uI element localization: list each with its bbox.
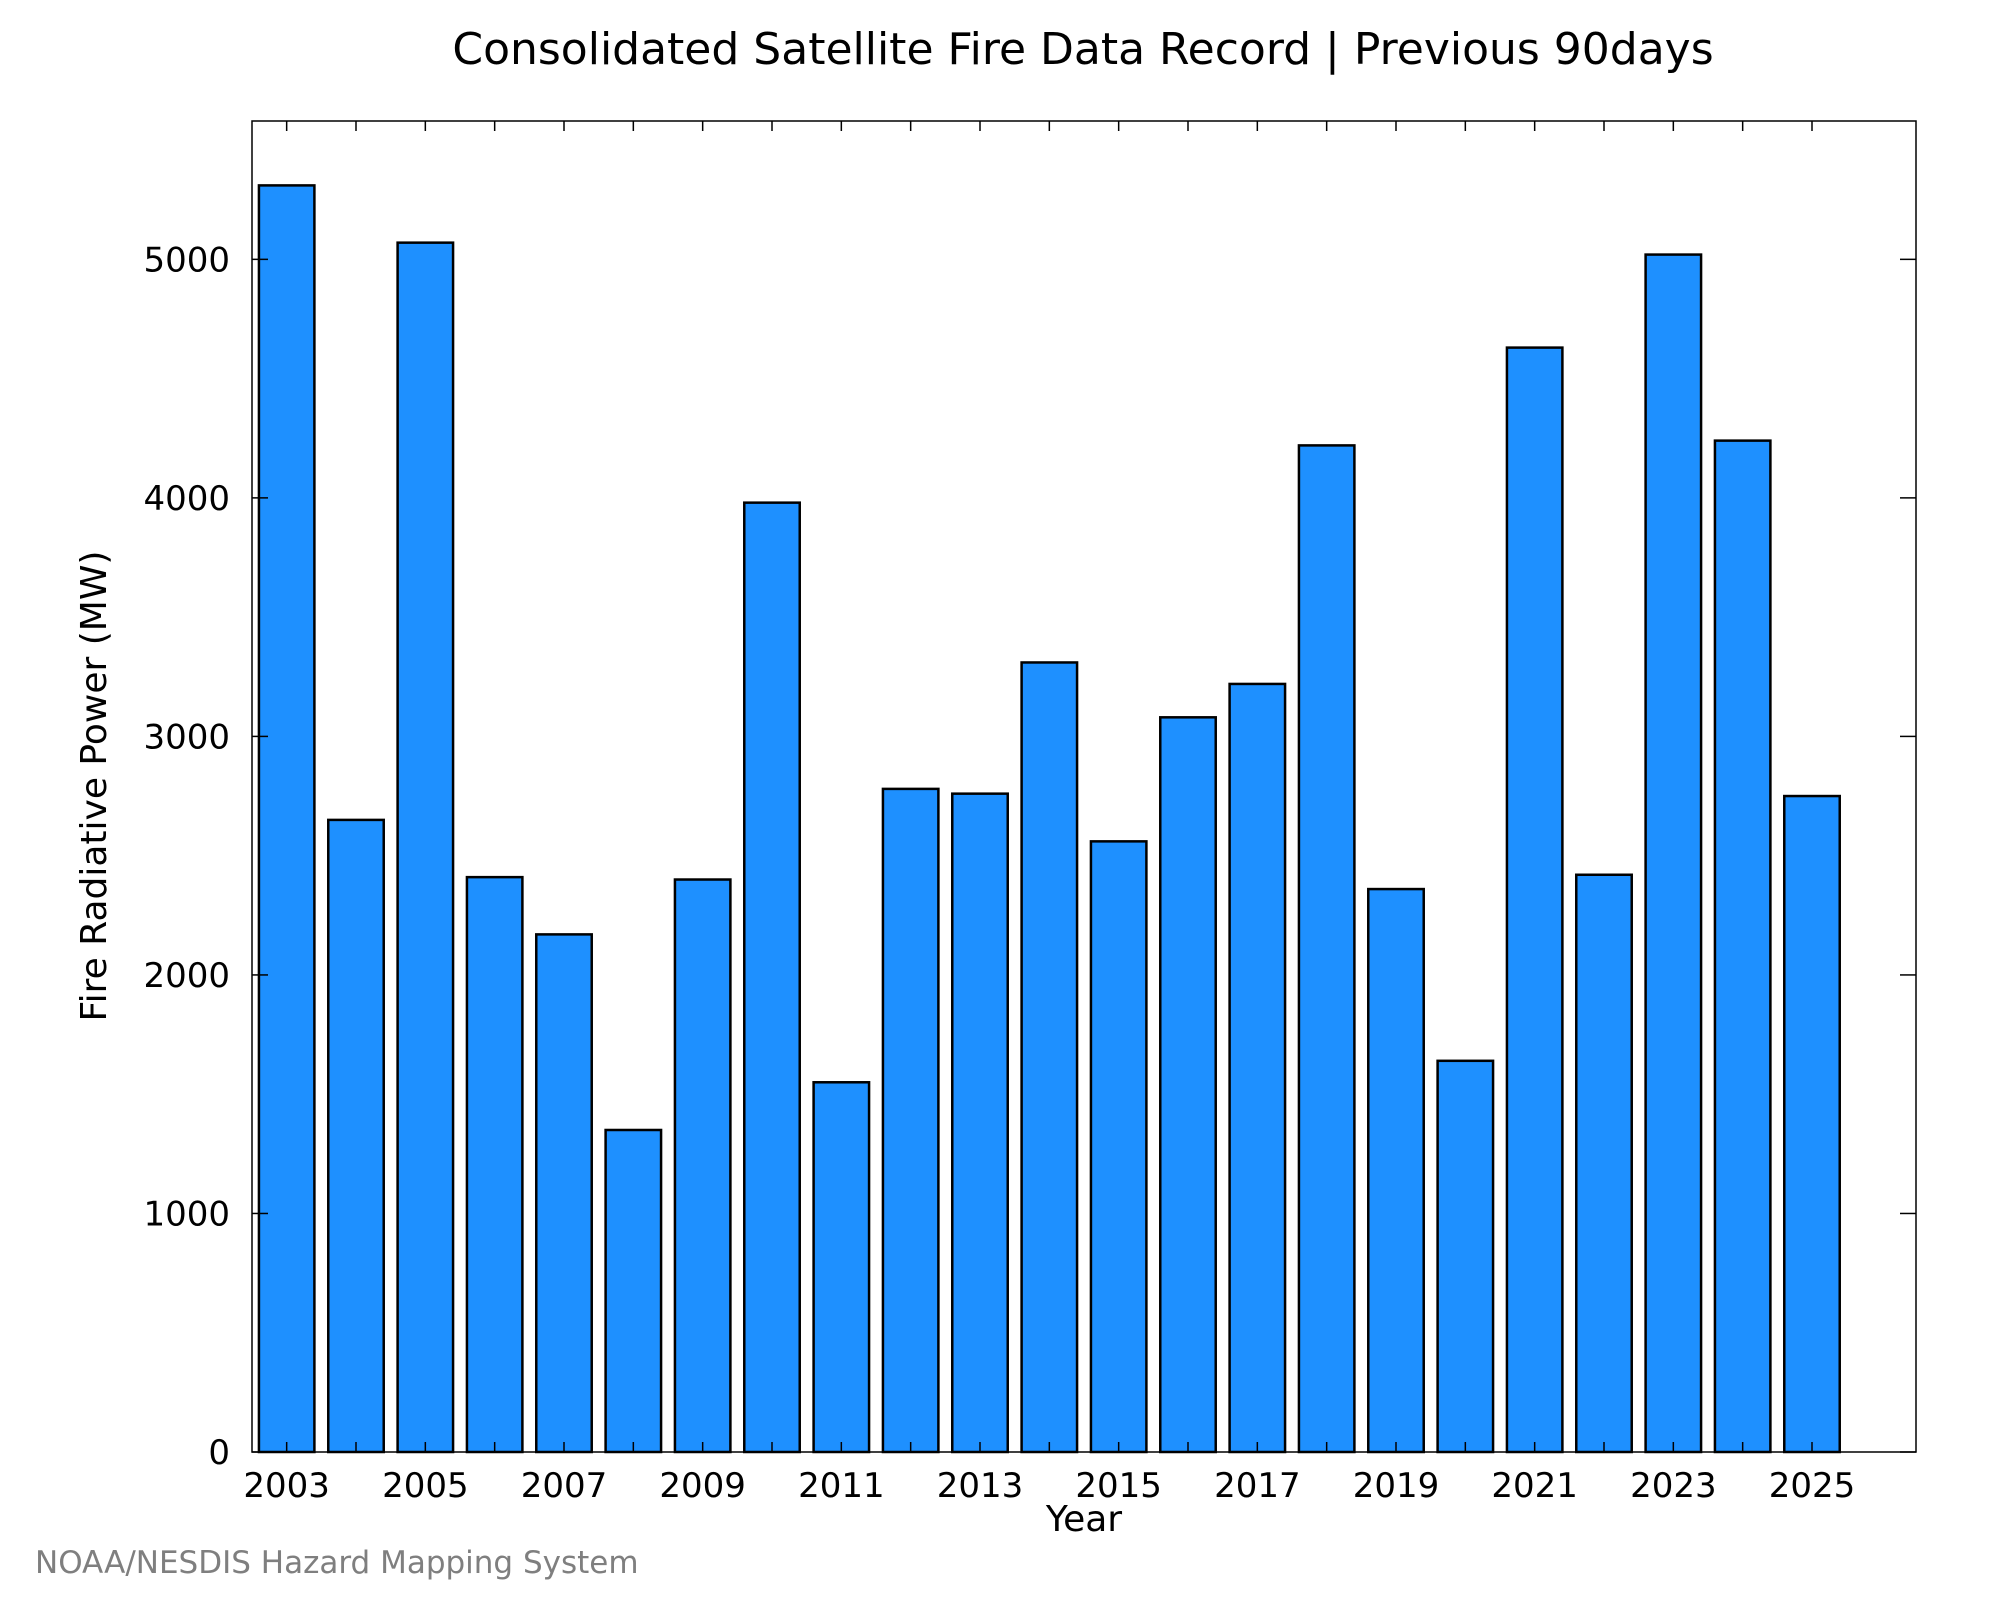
y-tick-label-3000: 3000 [143, 717, 230, 757]
bar-2019 [1367, 887, 1425, 1454]
x-tick-label-2015: 2015 [1075, 1466, 1162, 1506]
x-tick-label-2009: 2009 [659, 1466, 746, 1506]
x-tick-label-2003: 2003 [243, 1466, 330, 1506]
x-tick-label-2021: 2021 [1491, 1466, 1578, 1506]
x-axis-label: Year [1045, 1499, 1122, 1540]
x-tick-label-2017: 2017 [1214, 1466, 1301, 1506]
bar-2007 [535, 933, 593, 1454]
bar-2011 [812, 1081, 871, 1454]
bars-layer [257, 184, 1841, 1454]
x-tick-label-2023: 2023 [1630, 1466, 1717, 1506]
x-tick-label-2011: 2011 [798, 1466, 885, 1506]
y-tick-label-4000: 4000 [143, 479, 230, 519]
chart-title: Consolidated Satellite Fire Data Record … [452, 24, 1713, 75]
bar-2016 [1159, 716, 1217, 1454]
bar-2024 [1713, 439, 1772, 1454]
bar-2015 [1089, 840, 1148, 1454]
bar-2014 [1020, 661, 1079, 1454]
bar-2003 [257, 184, 316, 1454]
bar-2009 [673, 878, 732, 1454]
bar-2012 [881, 787, 940, 1454]
plot-frame [251, 120, 1917, 1453]
bar-2022 [1575, 873, 1633, 1454]
x-tick-label-2013: 2013 [937, 1466, 1024, 1506]
bar-2013 [951, 792, 1009, 1454]
ticks-layer: 2003 2005 2007 2009 2011 2013 2015 2017 2019 2021… [143, 121, 1916, 1506]
bar-2006 [465, 875, 524, 1454]
bar-2023 [1644, 253, 1703, 1454]
x-tick-label-2005: 2005 [382, 1466, 469, 1506]
y-tick-label-1000: 1000 [143, 1194, 230, 1234]
bar-2008 [604, 1128, 663, 1454]
y-axis-label: Fire Radiative Power (MW) [74, 551, 115, 1022]
x-tick-label-2025: 2025 [1769, 1466, 1856, 1506]
x-tick-label-2007: 2007 [521, 1466, 608, 1506]
bar-2020 [1436, 1059, 1495, 1454]
x-tick-label-2019: 2019 [1353, 1466, 1440, 1506]
y-tick-label-0: 0 [208, 1433, 230, 1473]
bar-2010 [743, 501, 801, 1454]
bar-2004 [327, 818, 385, 1454]
y-tick-label-2000: 2000 [143, 956, 230, 996]
bar-2005 [396, 241, 455, 1454]
bar-2025 [1783, 794, 1841, 1454]
bar-2021 [1505, 346, 1564, 1454]
bar-2017 [1228, 682, 1287, 1454]
footer-credit: NOAA/NESDIS Hazard Mapping System [35, 1545, 639, 1581]
y-tick-label-5000: 5000 [143, 240, 230, 280]
bar-2018 [1297, 444, 1356, 1454]
